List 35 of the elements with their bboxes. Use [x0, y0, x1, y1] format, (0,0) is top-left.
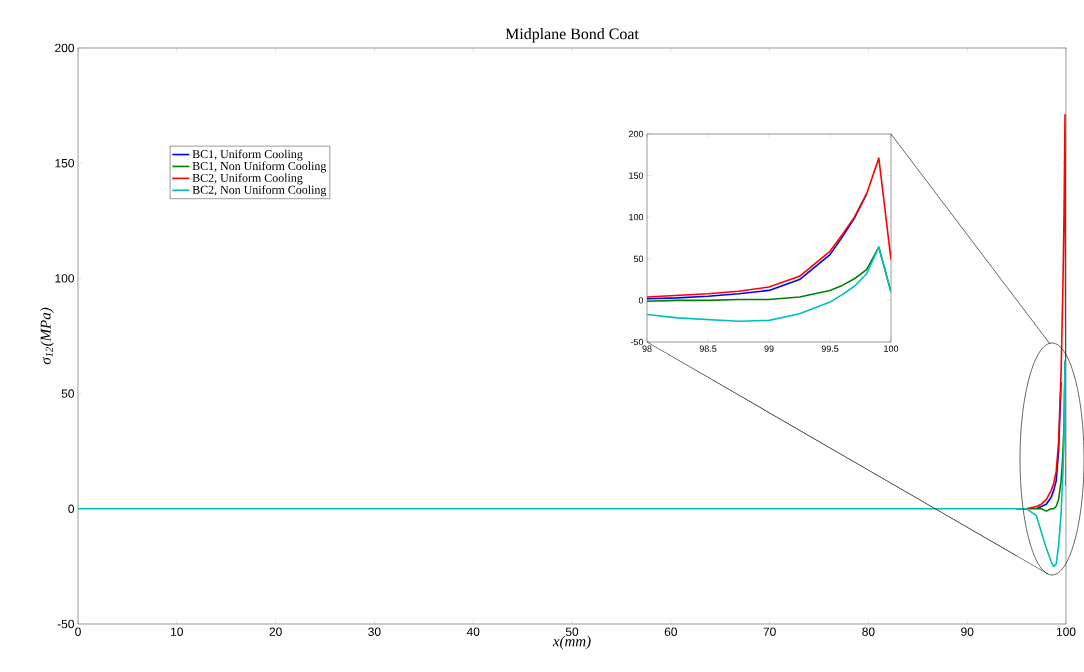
y-tick-label: -50: [57, 619, 75, 629]
legend-label: BC1, Uniform Cooling: [192, 149, 303, 161]
x-tick-label: 99.5: [821, 345, 839, 352]
x-tick-label: 20: [269, 627, 282, 636]
x-tick-label: 10: [171, 627, 183, 636]
y-tick-label: 150: [55, 158, 75, 168]
y-tick-label: 0: [638, 297, 644, 304]
legend-label: BC2, Uniform Cooling: [192, 173, 303, 185]
x-tick-label: 50: [565, 627, 579, 636]
x-axis-title: x(mm): [552, 635, 591, 650]
x-tick-label: 100: [884, 345, 899, 352]
x-tick-label: 70: [763, 627, 776, 636]
y-tick-label: 200: [628, 130, 644, 138]
x-tick-label: 90: [961, 627, 974, 636]
x-tick-label: 30: [368, 627, 381, 636]
y-tick-label: 200: [55, 43, 75, 53]
y-tick-label: 100: [629, 214, 644, 221]
x-tick-label: 98.5: [699, 345, 717, 352]
x-tick-label: 100: [1056, 627, 1076, 636]
x-tick-label: 0: [75, 627, 81, 636]
y-tick-label: 50: [633, 255, 644, 262]
y-axis-title: σ$_{12}$(MPa): [40, 307, 54, 365]
legend-label: BC1, Non Uniform Cooling: [192, 161, 327, 173]
legend-label: BC2, Non Uniform Cooling: [192, 185, 327, 197]
y-tick-label: 150: [629, 172, 644, 179]
x-tick-label: 60: [664, 627, 677, 636]
y-tick-label: 50: [61, 389, 75, 398]
x-tick-label: 80: [862, 627, 875, 636]
y-tick-label: 100: [55, 274, 75, 283]
x-tick-label: 98: [642, 345, 652, 352]
chart-title: Midplane Bond Coat: [505, 28, 639, 43]
y-tick-label: -50: [630, 338, 644, 346]
x-tick-label: 99: [764, 345, 774, 352]
x-tick-label: 40: [466, 627, 480, 636]
y-tick-label: 0: [68, 504, 75, 514]
